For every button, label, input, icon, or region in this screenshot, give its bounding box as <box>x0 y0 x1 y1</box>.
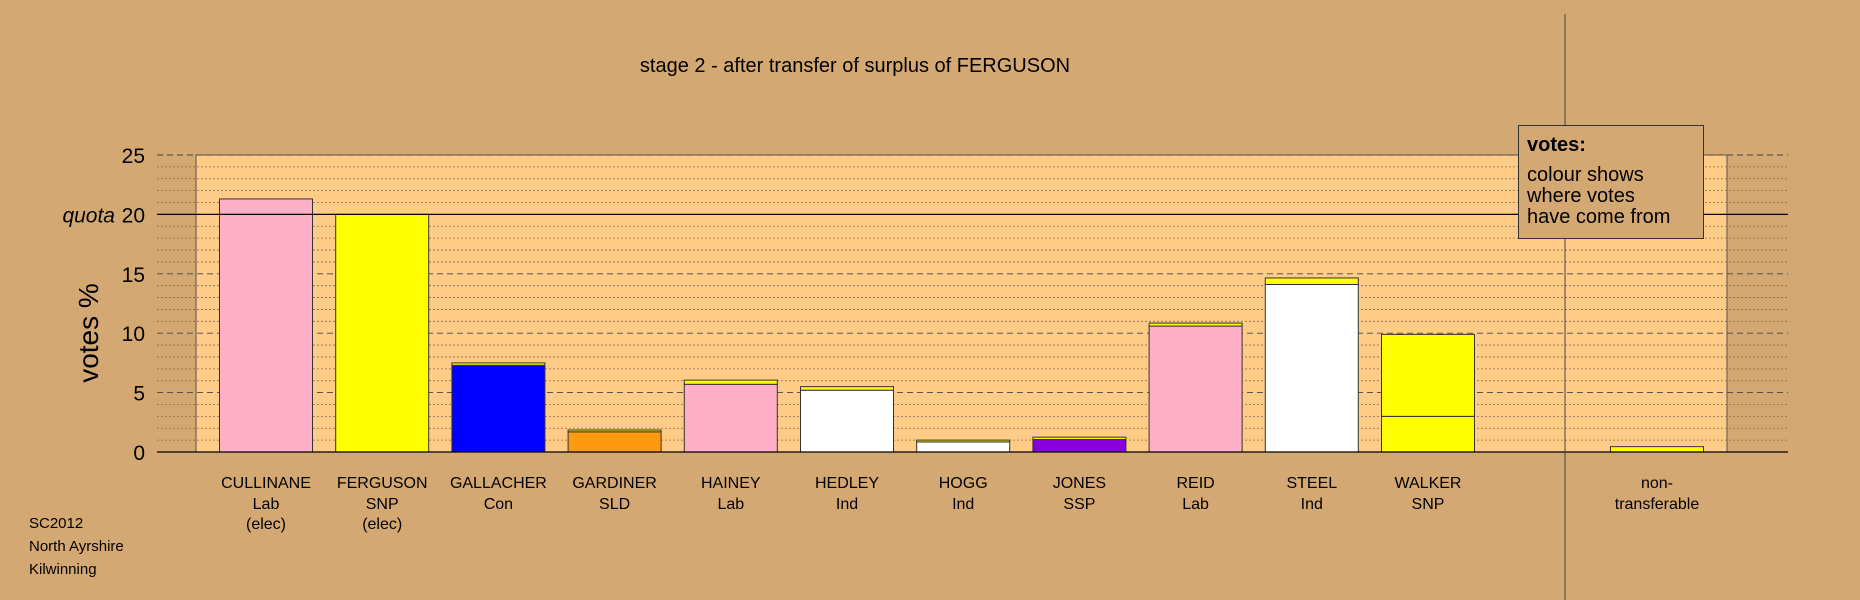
bar-segment <box>800 386 894 391</box>
bar-segment <box>916 441 1011 453</box>
candidate-party-label: SLD <box>599 496 630 513</box>
bar-segment <box>1264 277 1359 285</box>
legend-title: votes: <box>1527 134 1586 156</box>
candidate-party-label: Lab <box>1182 496 1209 513</box>
candidate-status-label: (elec) <box>246 516 286 533</box>
nontransferable-bar <box>1610 446 1704 453</box>
candidate-party-label: Lab <box>717 496 744 513</box>
bar-segment <box>916 439 1011 443</box>
footer-council: North Ayrshire <box>29 538 124 555</box>
candidate-status-label: (elec) <box>362 516 402 533</box>
bar-segment <box>1032 436 1127 441</box>
y-tick-label: 20 <box>122 204 145 227</box>
bar-segment <box>335 213 430 453</box>
bar-segment <box>683 383 778 453</box>
candidate-name-label: GARDINER <box>572 475 656 492</box>
candidate-name-label: STEEL <box>1286 475 1337 492</box>
candidate-name-label: GALLACHER <box>450 475 547 492</box>
footer-code: SC2012 <box>29 515 84 532</box>
candidate-name-label: REID <box>1176 475 1214 492</box>
bar-segment <box>567 429 662 433</box>
candidate-name-label: HAINEY <box>701 475 761 492</box>
candidate-name-label: HOGG <box>939 475 988 492</box>
legend-line: have come from <box>1527 206 1671 228</box>
candidate-name-label: JONES <box>1053 475 1106 492</box>
plot-area: CULLINANE Lab (elec) FERGUSON SNP (elec) GALLA… <box>62 14 1788 600</box>
legend-body: colour shows where votes have come from <box>1527 165 1695 228</box>
candidate-party-label: SNP <box>1412 496 1445 513</box>
bar-segment <box>1032 439 1127 453</box>
y-tick-label: 25 <box>122 145 145 168</box>
y-tick-label: 0 <box>133 442 145 465</box>
bar-segment <box>1381 415 1475 453</box>
bar-segment <box>451 362 546 366</box>
candidate-name-label: FERGUSON <box>337 475 428 492</box>
bar-segment <box>1148 322 1243 327</box>
candidate-party-label: Con <box>484 496 513 513</box>
legend-line: colour shows <box>1527 164 1644 186</box>
candidate-party-label: SNP <box>366 496 399 513</box>
bar-segment <box>567 431 662 453</box>
candidate-name-label: HEDLEY <box>815 475 879 492</box>
candidate-party-label: Lab <box>253 496 280 513</box>
bar-segment <box>451 364 546 453</box>
bar-segment <box>1148 325 1243 453</box>
footer-ward: Kilwinning <box>29 561 97 578</box>
legend: votes: colour shows where votes have com… <box>1518 125 1704 239</box>
y-tick-label: 15 <box>122 264 145 287</box>
nontransferable-label: non- <box>1641 475 1673 492</box>
y-tick-label: 5 <box>133 383 145 406</box>
bar-segment <box>1381 333 1475 417</box>
y-axis-label: votes % <box>73 283 104 383</box>
candidate-party-label: Ind <box>952 496 974 513</box>
chart-title: stage 2 - after transfer of surplus of F… <box>640 55 1070 77</box>
bar-segment <box>683 379 778 385</box>
y-tick-label: 10 <box>122 323 145 346</box>
candidate-party-label: Ind <box>836 496 858 513</box>
nontransferable-label: transferable <box>1615 496 1700 513</box>
quota-label: quota <box>62 204 115 227</box>
candidate-party-label: Ind <box>1301 496 1323 513</box>
candidate-name-label: WALKER <box>1395 475 1462 492</box>
candidate-party-label: SSP <box>1063 496 1095 513</box>
candidate-name-label: CULLINANE <box>221 475 311 492</box>
bar-segment <box>1264 283 1359 453</box>
legend-line: where votes <box>1527 185 1635 207</box>
bar-segment <box>800 389 894 453</box>
bar-segment <box>219 198 313 453</box>
